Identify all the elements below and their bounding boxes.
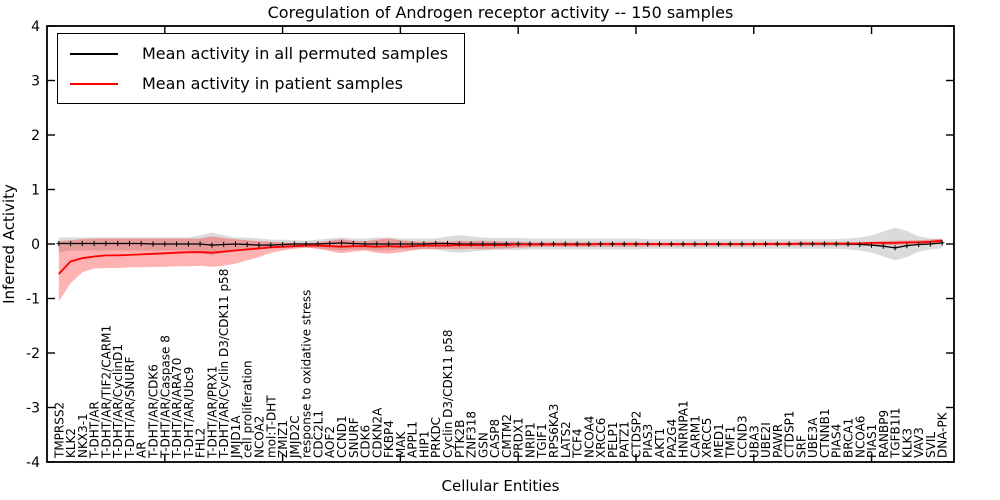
x-category-label: T-DHT/AR/TIF2/CARM1 [99,325,113,459]
y-tick-label: 0 [31,237,40,253]
legend: Mean activity in all permuted samples Me… [57,33,466,104]
x-category-label: CTDSP1 [783,411,797,458]
y-tick-label: -4 [26,455,40,471]
x-category-label: LATS2 [559,421,573,458]
x-category-label: PA2G4 [665,419,679,458]
x-category-label: KLK3 [900,428,914,458]
x-category-label: RPS6KA3 [547,404,561,458]
x-category-label: PRKDC [429,417,443,458]
x-category-label: HIP1 [417,431,431,458]
x-category-label: T-DHT/AR/ARA70 [170,358,184,459]
x-category-label: UBE3A [806,417,820,458]
legend-item-permuted: Mean activity in all permuted samples [70,40,448,67]
x-category-label: VAV3 [912,427,926,458]
x-category-label: MED1 [712,423,726,458]
legend-label-patient: Mean activity in patient samples [142,74,403,93]
y-tick-label: -1 [26,292,40,308]
x-category-label: FKBP4 [382,420,396,458]
x-category-label: XRCC5 [700,418,714,458]
y-tick-label: -3 [26,401,40,417]
x-category-label: CDKN2A [370,407,384,458]
x-category-label: AR [135,441,149,458]
x-category-label: XRCC6 [594,418,608,458]
x-category-label: JMJD2C [288,415,302,459]
x-category-label: CASP8 [488,419,502,458]
x-category-label: PIAS4 [830,424,844,458]
x-category-label: CTDSP2 [630,411,644,458]
x-category-label: T-DHT/AR/Cyclin D3/CDK11 p58 [217,269,231,459]
y-tick-label: 2 [31,128,40,144]
x-category-label: TGFB1I1 [889,407,903,459]
legend-item-patient: Mean activity in patient samples [70,70,448,97]
x-axis-label: Cellular Entities [442,477,560,495]
x-category-label: FHL2 [194,428,208,458]
x-category-label: T-DHT/AR [88,401,102,459]
x-category-label: NCOA6 [853,416,867,458]
x-category-label: CDK6 [359,425,373,458]
y-tick-label: 1 [31,183,40,199]
x-category-label: TCF4 [571,428,585,459]
x-category-label: AOF2 [323,426,337,458]
x-category-label: TGIF1 [535,423,549,459]
x-category-label: PAWR [771,424,785,458]
x-category-label: PIAS1 [865,424,879,458]
x-category-label: T-DHT/AR/SNURF [123,357,137,460]
x-category-label: NCOA4 [582,416,596,458]
x-category-label: CMTM2 [500,414,514,458]
x-category-label: PIAS3 [641,424,655,458]
x-category-label: UBE2I [759,422,773,458]
y-tick-label: 4 [31,19,40,35]
x-category-label: JMJD1A [229,415,243,459]
x-category-label: NKX3-1 [76,413,90,458]
point-markers-permuted [56,240,945,251]
x-category-label: TMPRSS2 [52,402,66,459]
x-category-label: Cyclin D3/CDK11 p58 [441,329,455,458]
x-category-label: T-DHT/AR/CyclinD1 [111,344,125,459]
x-category-label: BRCA1 [842,418,856,458]
x-category-label: PRDX1 [512,417,526,458]
x-category-label: mol:T-DHT [264,395,278,458]
x-category-label: SNURF [347,417,361,458]
x-category-label: MAK [394,430,408,458]
x-category-label: ZNF318 [465,411,479,458]
x-category-label: CCND1 [335,415,349,458]
series-line-patient [58,239,943,275]
x-category-label: T-DHT/AR/PRX1 [205,366,219,459]
x-category-label: CARM1 [688,415,702,458]
x-category-label: PELP1 [606,422,620,458]
x-category-label: T-DHT/AR/Caspase 8 [158,335,172,459]
x-category-label: TMF1 [724,426,738,459]
x-category-label: cell proliferation [241,360,255,458]
x-category-label: DNA-PK [936,411,950,458]
y-tick-label: 3 [31,74,40,90]
chart-title: Coregulation of Androgen receptor activi… [267,3,734,22]
x-category-label: NCOA2 [253,416,267,458]
x-category-label: RANBP9 [877,410,891,458]
x-category-label: T-DHT/AR/Ubc9 [182,367,196,459]
y-axis-label: Inferred Activity [0,184,18,304]
x-category-label: PTK2B [453,420,467,458]
x-category-label: T-DHT/AR/CDK6 [147,364,161,459]
x-category-label: ZMIZ1 [276,420,290,458]
y-tick-label: -2 [26,346,40,362]
legend-label-permuted: Mean activity in all permuted samples [142,44,449,63]
x-category-label: HNRNPA1 [677,400,691,458]
x-category-label: SVIL [924,432,938,458]
x-category-label: GSN [476,432,490,458]
x-category-label: CCND3 [736,415,750,458]
x-category-label: APPL1 [406,421,420,458]
x-category-label: CTNNB1 [818,408,832,458]
x-category-label: KLK2 [64,428,78,458]
x-category-label: SRF [794,435,808,458]
x-category-label: AKT1 [653,428,667,458]
x-category-label: CDC2L1 [311,410,325,458]
x-category-label: UBA3 [747,425,761,458]
legend-line-patient-icon [70,82,118,85]
x-category-label: NRIP1 [523,422,537,458]
x-category-label: PATZ1 [618,421,632,458]
x-category-label: response to oxidative stress [300,290,314,458]
legend-line-permuted-icon [70,52,118,55]
